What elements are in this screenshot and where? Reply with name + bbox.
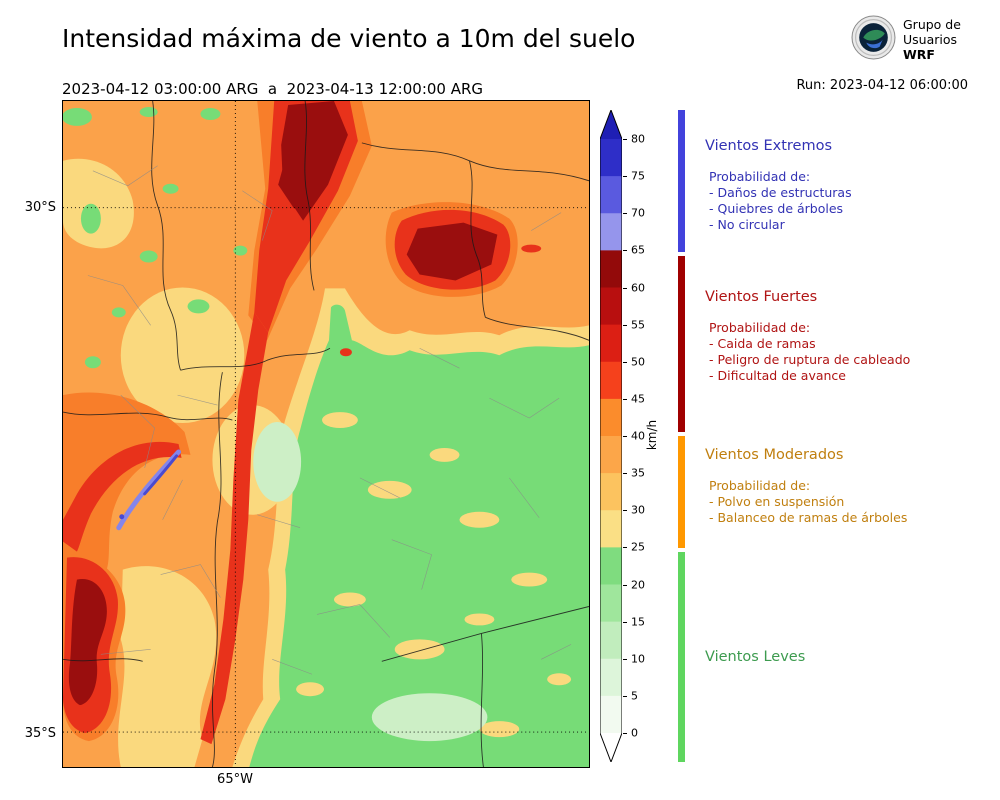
colorbar-ticklabel: 70 — [631, 206, 645, 220]
colorbar-ticklabel: 50 — [631, 355, 645, 369]
colorbar-tickmark — [623, 213, 627, 215]
legend-item: - Caida de ramas — [709, 336, 816, 351]
legend-bar-extremos — [678, 110, 685, 252]
wind-map — [62, 100, 590, 768]
legend-probabilities: Probabilidad de: - Polvo en suspensión -… — [705, 478, 990, 526]
legend-prob-header: Probabilidad de: — [709, 478, 811, 493]
legend-item: - Polvo en suspensión — [709, 494, 845, 509]
colorbar-unit-label: km/h — [645, 419, 659, 451]
colorbar-ticklabel: 15 — [631, 615, 645, 629]
colorbar-ticklabel: 10 — [631, 652, 645, 666]
legend-item: - Dificultad de avance — [709, 368, 846, 383]
legend-item: - Quiebres de árboles — [709, 201, 844, 216]
page-title: Intensidad máxima de viento a 10m del su… — [62, 24, 636, 53]
legend-section-fuertes: Vientos Fuertes Probabilidad de: - Caida… — [705, 288, 990, 384]
wrf-logo: Grupo de Usuarios WRF — [851, 15, 961, 64]
colorbar-tickmark — [623, 287, 627, 289]
legend-bar-moderados — [678, 436, 685, 548]
colorbar-tickmark — [623, 473, 627, 475]
legend-item: - Peligro de ruptura de cableado — [709, 352, 911, 367]
logo-line: Usuarios — [903, 32, 958, 47]
legend-probabilities: Probabilidad de: - Caida de ramas - Peli… — [705, 320, 990, 384]
model-run-label: Run: 2023-04-12 06:00:00 — [796, 78, 968, 93]
department-borders-layer — [87, 165, 572, 675]
legend-section-moderados: Vientos Moderados Probabilidad de: - Pol… — [705, 446, 990, 526]
legend-item: - Daños de estructuras — [709, 185, 852, 200]
legend-title: Vientos Leves — [705, 649, 806, 665]
legend-bar-leves — [678, 552, 685, 762]
colorbar-ticklabel: 80 — [631, 132, 645, 146]
colorbar-ticklabel: 40 — [631, 429, 645, 443]
forecast-period: 2023-04-12 03:00:00 ARG a 2023-04-13 12:… — [62, 80, 484, 98]
colorbar-tickmark — [623, 324, 627, 326]
colorbar-ticklabel: 20 — [631, 578, 645, 591]
legend-probabilities: Probabilidad de: - Daños de estructuras … — [705, 169, 990, 233]
colorbar-ticklabel: 35 — [631, 466, 645, 480]
legend-bar-fuertes — [678, 256, 685, 432]
colorbar-ticklabel: 55 — [631, 318, 645, 332]
colorbar-tickmark — [623, 510, 627, 512]
logo-line: Grupo de — [903, 17, 961, 32]
legend-title: Vientos Extremos — [705, 138, 833, 154]
colorbar-tickmark — [623, 250, 627, 252]
colorbar-tickmark — [623, 176, 627, 178]
colorbar-tickmark — [623, 584, 627, 586]
colorbar-ticklabel: 0 — [631, 726, 638, 740]
colorbar-tickmark — [623, 658, 627, 660]
legend-prob-header: Probabilidad de: — [709, 169, 811, 184]
colorbar-ticklabel: 65 — [631, 243, 645, 257]
legend-title: Vientos Fuertes — [705, 289, 818, 305]
colorbar-tickmark — [623, 547, 627, 549]
colorbar-tickmark — [623, 621, 627, 623]
graticule-layer — [63, 101, 589, 767]
lon-tick-65w: 65°W — [217, 772, 253, 787]
wind-field-layer — [63, 101, 589, 767]
lat-tick-35s: 35°S — [24, 726, 56, 741]
colorbar-ticklabel: 60 — [631, 281, 645, 294]
legend-section-leves: Vientos Leves — [705, 648, 990, 666]
legend-item: - No circular — [709, 217, 785, 232]
colorbar-tickmark — [623, 139, 627, 140]
colorbar-tickmark — [623, 733, 627, 734]
colorbar-tickmark — [623, 695, 627, 697]
colorbar-tickmark — [623, 398, 627, 400]
lat-tick-30s: 30°S — [24, 200, 56, 215]
colorbar-tickmark — [623, 361, 627, 363]
colorbar-ticklabel: 25 — [631, 540, 645, 554]
colorbar-ticklabel: 30 — [631, 503, 645, 517]
legend-prob-header: Probabilidad de: — [709, 320, 811, 335]
legend-section-extremos: Vientos Extremos Probabilidad de: - Daño… — [705, 137, 990, 233]
legend-item: - Balanceo de ramas de árboles — [709, 510, 908, 525]
legend-title: Vientos Moderados — [705, 447, 844, 463]
province-borders-layer — [63, 101, 589, 767]
colorbar-tickmark — [623, 436, 627, 437]
logo-text: Grupo de Usuarios WRF — [903, 17, 961, 62]
globe-icon — [851, 15, 896, 64]
logo-line: WRF — [903, 47, 935, 62]
colorbar — [599, 108, 623, 764]
colorbar-ticklabel: 75 — [631, 169, 645, 183]
colorbar-ticklabel: 45 — [631, 392, 645, 406]
colorbar-ticklabel: 5 — [631, 689, 638, 703]
